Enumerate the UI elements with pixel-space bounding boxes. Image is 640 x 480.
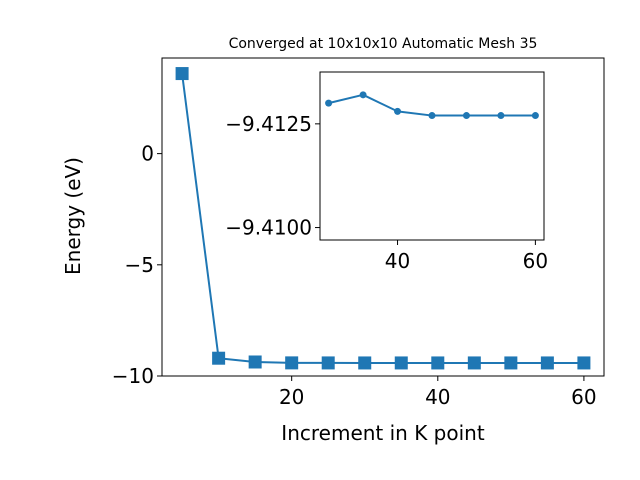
y-axis-label: Energy (eV) bbox=[61, 157, 85, 275]
inset-data-point bbox=[394, 107, 402, 115]
main-x-tick-label: 60 bbox=[571, 385, 596, 409]
main-data-point bbox=[504, 356, 518, 370]
inset-data-point bbox=[497, 112, 505, 120]
inset-x-tick-label: 60 bbox=[523, 249, 548, 273]
inset-data-point bbox=[428, 112, 436, 120]
main-data-point bbox=[248, 355, 262, 369]
chart-title: Converged at 10x10x10 Automatic Mesh 35 bbox=[229, 36, 538, 52]
inset-x-tick-label: 40 bbox=[385, 249, 410, 273]
main-data-point bbox=[394, 356, 408, 370]
main-data-point bbox=[285, 356, 299, 370]
main-y-tick-label: 0 bbox=[141, 142, 154, 166]
main-x-tick-label: 40 bbox=[425, 385, 450, 409]
inset-y-tick-label: −9.4100 bbox=[225, 216, 312, 240]
main-y-tick-label: −10 bbox=[112, 364, 154, 388]
main-y-tick-label: −5 bbox=[125, 253, 154, 277]
main-data-point bbox=[467, 356, 481, 370]
inset-axes: 40 60 −9.4125 −9.4100 bbox=[225, 71, 548, 273]
inset-y-tick-label: −9.4125 bbox=[225, 112, 312, 136]
main-data-point bbox=[431, 356, 445, 370]
main-data-point bbox=[540, 356, 554, 370]
main-x-tick-label: 20 bbox=[279, 385, 304, 409]
main-data-point bbox=[212, 351, 226, 365]
main-data-point bbox=[577, 356, 591, 370]
inset-data-point bbox=[531, 112, 539, 120]
x-axis-label: Increment in K point bbox=[281, 421, 485, 445]
inset-data-point bbox=[325, 99, 333, 107]
inset-data-point bbox=[462, 112, 470, 120]
inset-data-point bbox=[359, 91, 367, 99]
main-data-point bbox=[175, 67, 189, 81]
main-data-point bbox=[358, 356, 372, 370]
inset-frame bbox=[319, 71, 545, 241]
main-data-point bbox=[321, 356, 335, 370]
